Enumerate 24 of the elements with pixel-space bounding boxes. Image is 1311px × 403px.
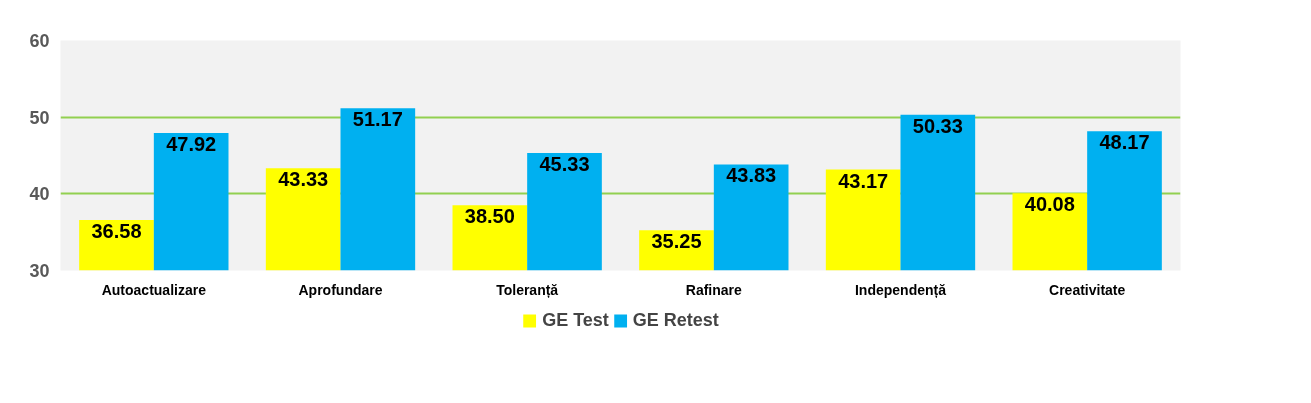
x-tick-label: Toleranță: [496, 281, 559, 298]
data-label: 43.17: [838, 169, 889, 192]
y-tick-label: 30: [29, 261, 50, 281]
x-tick-label: Autoactualizare: [101, 281, 207, 298]
data-label: 45.33: [539, 152, 590, 175]
x-tick-label: Aprofundare: [298, 281, 383, 298]
y-tick-label: 40: [29, 184, 50, 205]
data-label: 43.33: [278, 168, 329, 191]
data-label: 43.83: [726, 164, 777, 187]
data-label: 47.92: [166, 133, 217, 156]
data-label: 48.17: [1099, 131, 1150, 154]
data-label: 50.33: [912, 114, 963, 137]
data-label: 51.17: [352, 108, 403, 131]
data-label: 38.50: [464, 205, 515, 228]
x-tick-label: Creativitate: [1049, 281, 1126, 298]
y-tick-label: 60: [29, 31, 50, 51]
x-tick-label: Rafinare: [685, 281, 743, 298]
data-label: 36.58: [91, 220, 142, 243]
legend-label: GE Retest: [632, 309, 719, 331]
x-tick-label: Independență: [855, 281, 947, 298]
data-label: 40.08: [1024, 193, 1075, 216]
data-label: 35.25: [651, 230, 702, 253]
y-tick-label: 50: [29, 107, 50, 128]
legend-label: GE Test: [542, 309, 609, 331]
